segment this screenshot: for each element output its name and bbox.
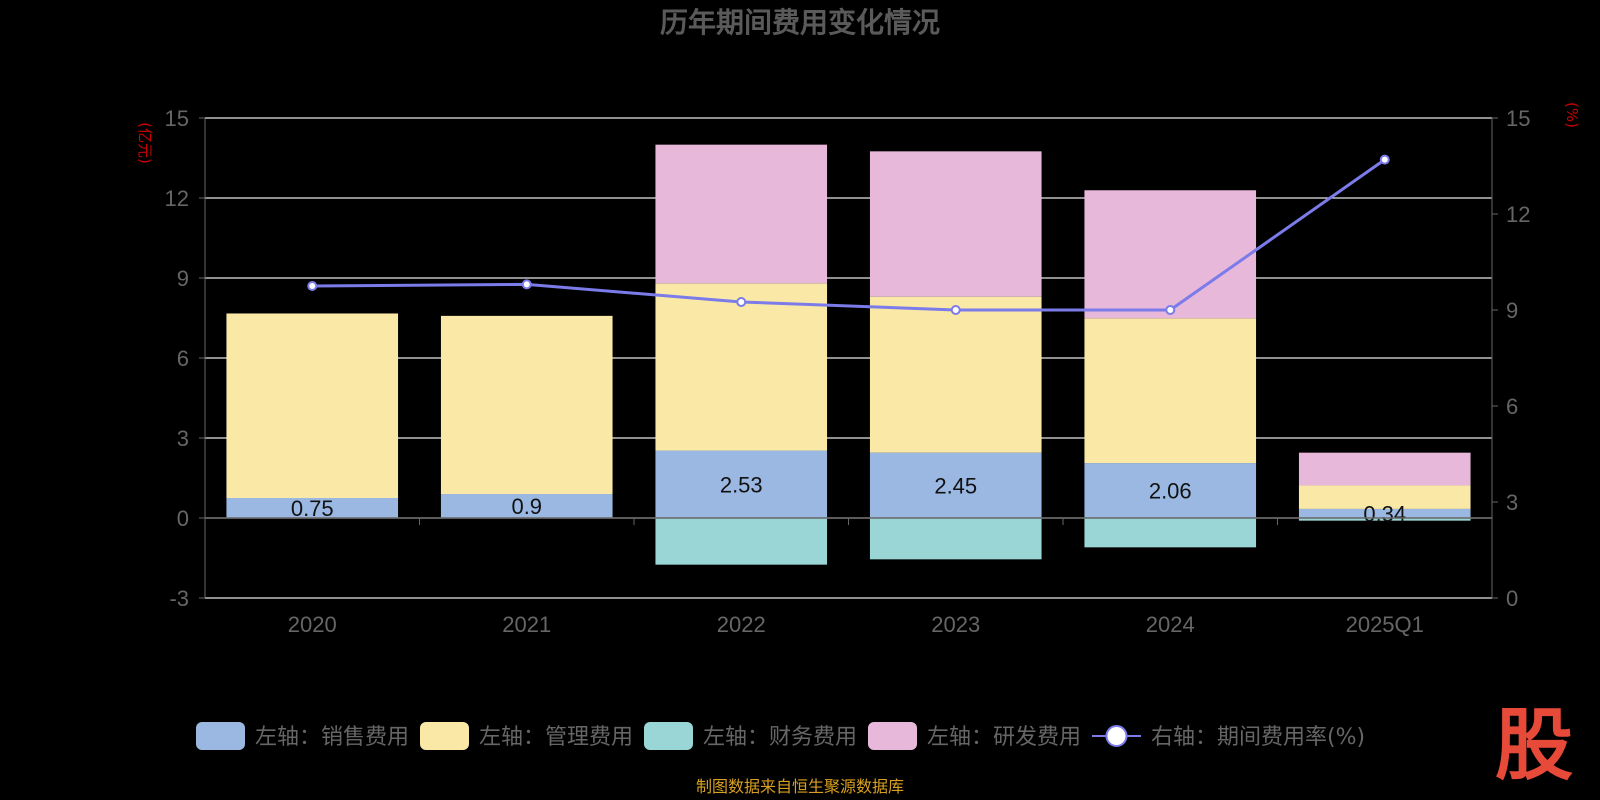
- legend-label: 左轴：销售费用: [255, 725, 409, 750]
- legend-swatch: [196, 722, 245, 750]
- rate-line-point: [307, 281, 318, 291]
- left-axis-tick-label: 3: [177, 426, 189, 451]
- bar-value-label: 0.75: [291, 496, 334, 521]
- legend-label: 左轴：财务费用: [703, 725, 857, 750]
- legend-swatch: [868, 722, 917, 750]
- data-source-caption: 制图数据来自恒生聚源数据库: [696, 777, 904, 796]
- bar-segment: [1298, 518, 1471, 521]
- bar-segment: [440, 494, 613, 518]
- right-axis-tick-label: 9: [1506, 298, 1518, 323]
- left-axis-tick-label: -3: [169, 586, 189, 611]
- bar-segment: [1298, 485, 1471, 509]
- rate-line-series: [307, 154, 1390, 315]
- legend-swatch: [644, 722, 693, 750]
- right-axis-tick-label: 3: [1506, 490, 1518, 515]
- rate-line-point: [1379, 154, 1390, 165]
- bar-segment: [655, 144, 828, 284]
- bar-value-label: 2.53: [720, 472, 763, 497]
- axis-ticks: 15 12 9 6 3 0 -3 15 12 9 6 3 0 2020 2021 2022 2023 2024 20…: [165, 106, 1531, 637]
- legend-label: 左轴：研发费用: [927, 725, 1081, 750]
- rate-line: [312, 158, 1386, 312]
- x-axis-tick-label: 2021: [502, 612, 551, 637]
- bar-value-label: 2.45: [934, 473, 977, 498]
- bar-value-label: 0.9: [511, 494, 542, 519]
- bar-segment: [1084, 190, 1257, 319]
- legend-swatch: [420, 722, 469, 750]
- legend-marker: [1105, 725, 1128, 747]
- right-axis-tick-label: 6: [1506, 394, 1518, 419]
- bar-segment: [226, 498, 399, 518]
- bar-segment: [440, 315, 613, 494]
- bar-segment: [869, 151, 1042, 297]
- bar-segment: [655, 283, 828, 451]
- rate-line-point: [736, 297, 747, 307]
- rate-line-point: [521, 279, 532, 290]
- bar-segment: [1084, 463, 1257, 518]
- bar-value-label: 0.34: [1363, 501, 1406, 526]
- bar-series: [226, 144, 1471, 565]
- right-axis-tick-label: 15: [1506, 106, 1530, 131]
- right-axis-tick-label: 0: [1506, 586, 1518, 611]
- legend: 左轴：销售费用 左轴：管理费用 左轴：财务费用 左轴：研发费用 右轴：期间费用率(%): [196, 722, 1365, 750]
- bar-segment: [655, 518, 828, 565]
- brand-logo: 股: [1495, 701, 1573, 791]
- bar-segment: [226, 313, 399, 498]
- legend-label: 右轴：期间费用率(%): [1151, 725, 1365, 750]
- left-axis-tick-label: 9: [177, 266, 189, 291]
- chart-title: 历年期间费用变化情况: [660, 6, 940, 39]
- bar-segment: [1084, 318, 1257, 464]
- left-axis-tick-label: 0: [177, 506, 189, 531]
- left-axis-unit: (亿元): [136, 122, 154, 164]
- left-axis-tick-label: 15: [165, 106, 189, 131]
- bar-segment: [869, 518, 1042, 560]
- x-axis-tick-label: 2024: [1146, 612, 1195, 637]
- bar-value-label: 2.06: [1149, 479, 1192, 504]
- right-axis-unit: (%): [1563, 102, 1581, 128]
- left-axis-tick-label: 6: [177, 346, 189, 371]
- left-axis-tick-label: 12: [165, 186, 189, 211]
- x-axis-tick-label: 2023: [931, 612, 980, 637]
- x-axis-tick-label: 2022: [717, 612, 766, 637]
- bar-segment: [655, 450, 828, 518]
- rate-line-point: [1165, 305, 1176, 315]
- x-axis-tick-label: 2020: [288, 612, 337, 637]
- bar-segment: [1084, 518, 1257, 548]
- bar-segment: [869, 296, 1042, 453]
- data-labels: 0.75 0.9 2.53 2.45 2.06 0.34: [291, 472, 1406, 526]
- bar-segment: [1298, 508, 1471, 518]
- x-axis-tick-label: 2025Q1: [1346, 612, 1424, 637]
- bar-segment: [1298, 452, 1471, 486]
- bar-segment: [869, 452, 1042, 518]
- right-axis-tick-label: 12: [1506, 202, 1530, 227]
- rate-line-point: [950, 305, 961, 315]
- legend-label: 左轴：管理费用: [479, 725, 633, 750]
